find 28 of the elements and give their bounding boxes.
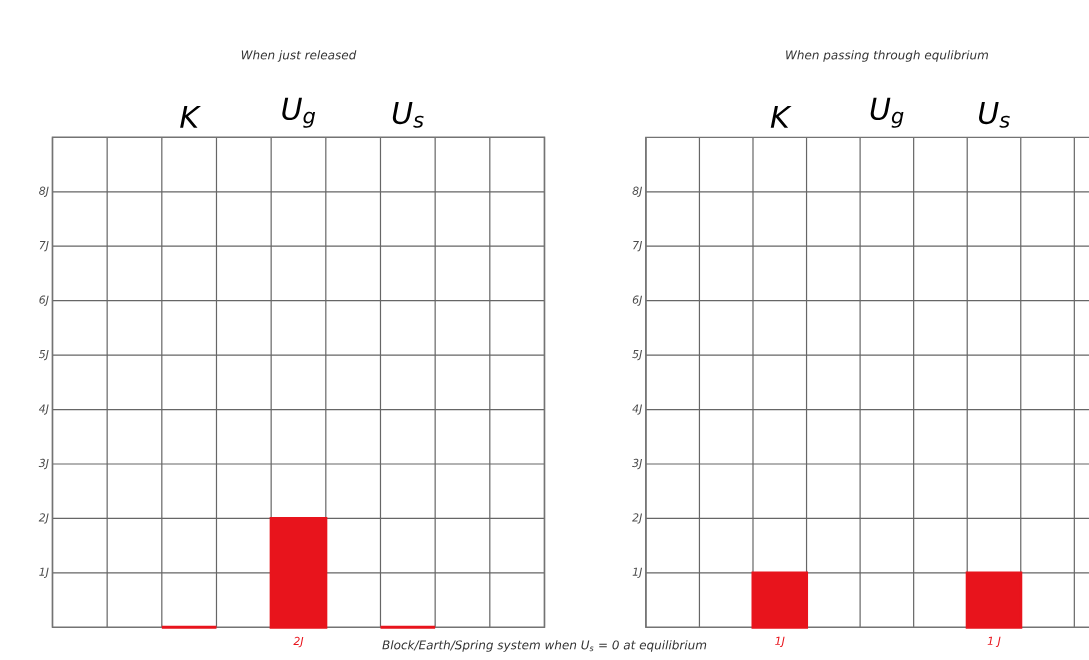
y-tick-label: 7J [633, 241, 643, 252]
y-tick-label: 5J [632, 350, 643, 361]
data-label: 1 J [987, 636, 1001, 648]
x-tick-label: K [180, 105, 201, 128]
y-tick-label: 8J [632, 186, 643, 197]
x-tick-label: U$_{s}$ [979, 101, 1010, 128]
y-tick-label: 8J [39, 186, 49, 197]
data-label: 1J [775, 636, 785, 648]
y-tick-label: 2J [632, 513, 643, 524]
x-tick-label: U$_{s}$ [392, 101, 424, 128]
y-tick-label: 6J [39, 295, 49, 306]
y-tick-label: 6J [632, 295, 643, 306]
y-tick-label: 4J [38, 404, 49, 415]
y-tick-label: 1J [39, 567, 49, 578]
y-tick-label: 5J [38, 350, 49, 361]
x-tick-label: K [770, 105, 792, 128]
x-tick-label: U$_{g}$ [282, 97, 316, 128]
text: Block/Earth/Spring system when U$_{s}$ = 0 at equilibrium [382, 640, 707, 652]
chart-title: When just released [241, 50, 357, 62]
data-label: 2J [293, 636, 304, 648]
y-tick-label: 7J [39, 241, 49, 252]
y-tick-label: 2J [38, 513, 49, 524]
y-tick-label: 1J [632, 567, 643, 578]
chart-title: When passing through equlibrium [786, 50, 988, 62]
x-tick-label: U$_{g}$ [870, 97, 904, 128]
y-tick-label: 4J [632, 404, 643, 415]
y-tick-label: 3J [632, 458, 643, 470]
y-tick-label: 3J [38, 458, 49, 470]
